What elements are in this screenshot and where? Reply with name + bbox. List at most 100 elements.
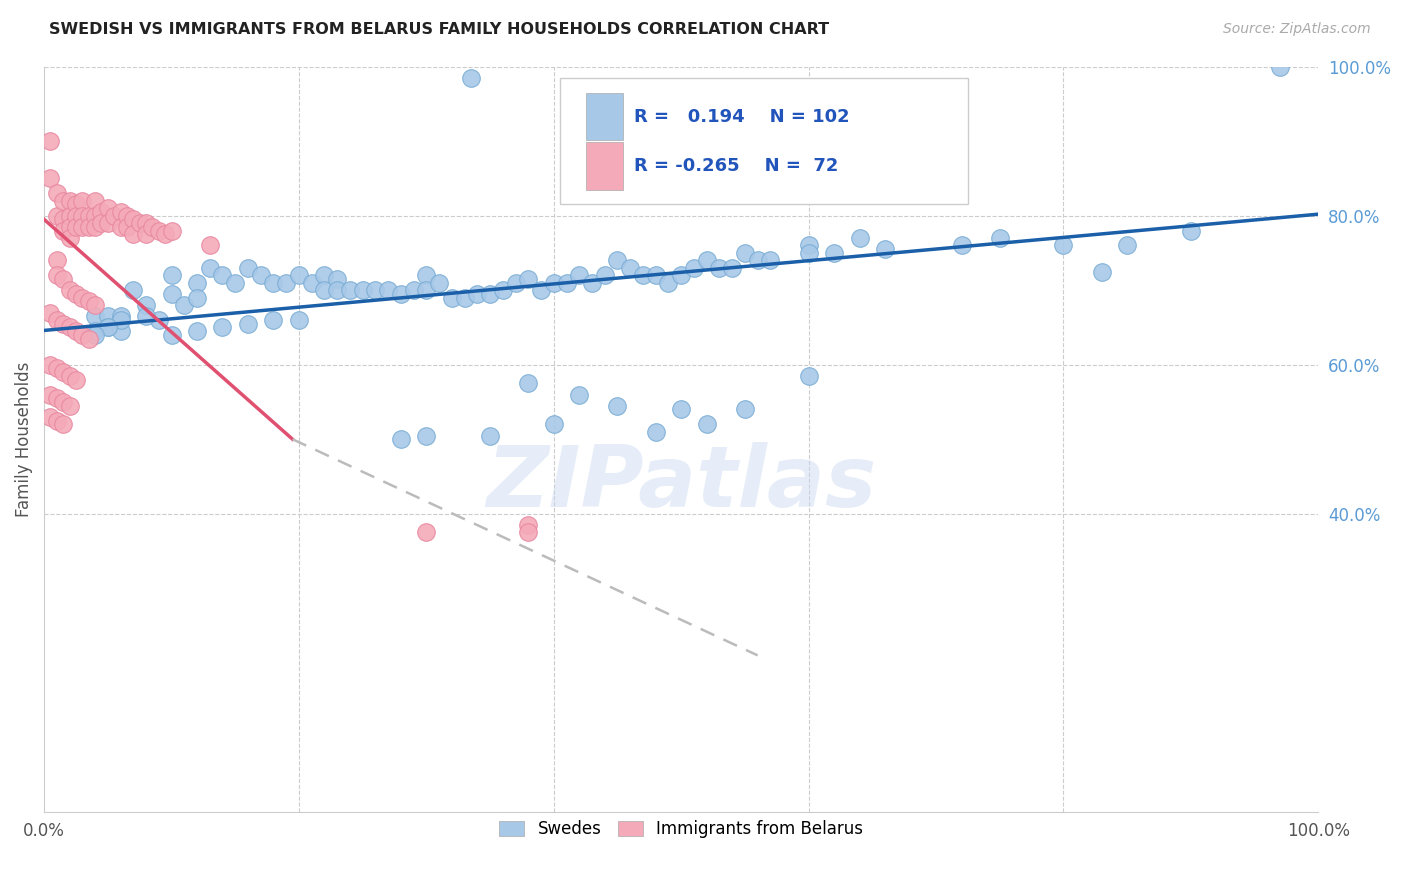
Point [198, 238, 221, 252]
Point [72, 219, 94, 234]
Point [631, 268, 654, 283]
Point [141, 219, 163, 234]
Point [314, 283, 336, 297]
Point [314, 268, 336, 283]
Point [721, 260, 744, 275]
Point [97, 201, 120, 215]
Point [326, 283, 349, 297]
Point [84, 209, 107, 223]
Point [65, 324, 87, 338]
Point [160, 268, 183, 283]
Point [122, 212, 145, 227]
Point [45, 414, 67, 428]
Point [301, 276, 323, 290]
Point [543, 276, 565, 290]
Point [135, 310, 157, 324]
Point [77, 332, 100, 346]
Point [52, 395, 75, 409]
Point [415, 428, 437, 442]
Point [747, 253, 769, 268]
Point [58, 283, 80, 297]
Point [988, 231, 1011, 245]
Point [797, 368, 820, 383]
Point [669, 268, 692, 283]
Point [236, 260, 259, 275]
Point [77, 294, 100, 309]
Point [115, 209, 138, 223]
Point [1091, 264, 1114, 278]
Point [65, 286, 87, 301]
Point [52, 417, 75, 432]
Point [160, 327, 183, 342]
Point [110, 310, 132, 324]
Point [734, 246, 756, 260]
Point [696, 253, 718, 268]
Point [39, 134, 62, 148]
Point [39, 387, 62, 401]
Point [173, 298, 195, 312]
Point [505, 276, 527, 290]
Point [160, 286, 183, 301]
Point [772, 178, 794, 193]
Point [543, 417, 565, 432]
Point [517, 525, 540, 540]
Point [39, 358, 62, 372]
Point [186, 276, 208, 290]
Point [669, 402, 692, 417]
Point [58, 399, 80, 413]
Point [593, 268, 616, 283]
Point [160, 223, 183, 237]
Point [492, 283, 515, 297]
Point [65, 373, 87, 387]
Point [211, 268, 233, 283]
Point [709, 260, 731, 275]
Point [90, 205, 112, 219]
Point [568, 387, 591, 401]
Point [198, 260, 221, 275]
Point [135, 216, 157, 230]
Point [186, 291, 208, 305]
Point [581, 276, 603, 290]
Point [211, 320, 233, 334]
Point [352, 283, 374, 297]
Point [759, 253, 782, 268]
Point [644, 268, 666, 283]
Point [389, 286, 412, 301]
Point [58, 320, 80, 334]
Point [236, 317, 259, 331]
Point [39, 171, 62, 186]
Point [644, 425, 666, 439]
Point [97, 320, 120, 334]
Point [517, 272, 540, 286]
Point [128, 216, 150, 230]
Point [77, 209, 100, 223]
Point [517, 376, 540, 391]
Point [555, 276, 578, 290]
Point [465, 286, 488, 301]
Point [39, 305, 62, 319]
Point [45, 253, 67, 268]
Point [135, 227, 157, 242]
Point [453, 291, 475, 305]
Text: R = -0.265    N =  72: R = -0.265 N = 72 [634, 157, 838, 175]
Point [110, 205, 132, 219]
Point [153, 227, 176, 242]
Text: R =   0.194    N = 102: R = 0.194 N = 102 [634, 108, 849, 126]
Point [606, 399, 628, 413]
Point [65, 209, 87, 223]
Point [900, 178, 922, 193]
Point [84, 327, 107, 342]
Point [72, 291, 94, 305]
Point [103, 209, 125, 223]
Point [224, 276, 246, 290]
Point [148, 223, 170, 237]
Point [683, 260, 706, 275]
Point [77, 219, 100, 234]
Point [530, 283, 553, 297]
Point [97, 310, 120, 324]
Point [52, 365, 75, 379]
Point [45, 391, 67, 405]
Point [427, 276, 450, 290]
Point [797, 238, 820, 252]
Point [696, 417, 718, 432]
